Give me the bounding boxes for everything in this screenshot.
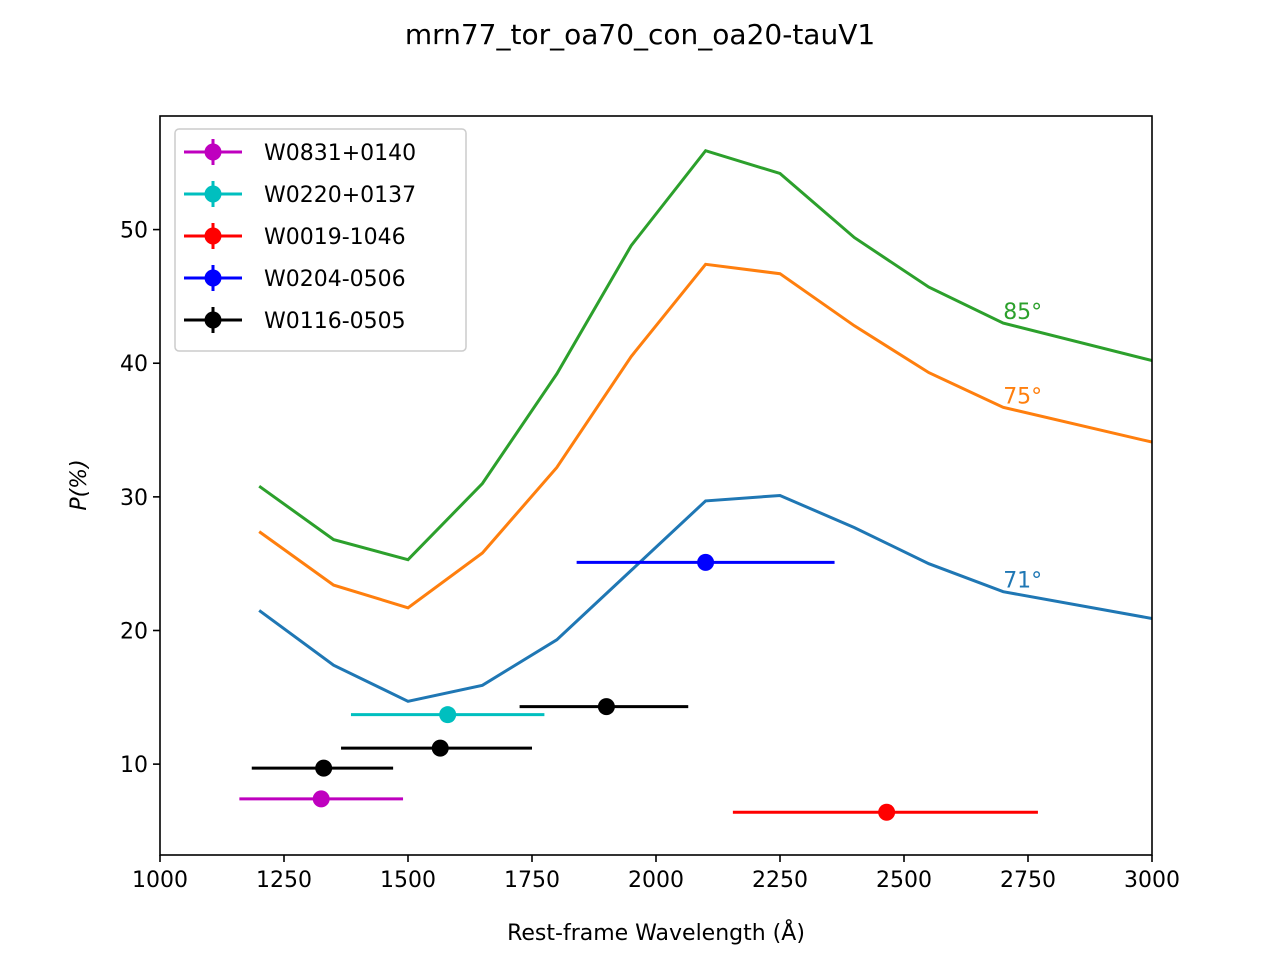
x-tick-label: 1500 [380,868,436,893]
curve-label-1: 71° [1003,569,1042,594]
legend-label-3: W0019-1046 [264,225,406,250]
x-tick-label: 1000 [132,868,188,893]
legend-label-4: W0204-0506 [264,267,406,292]
model-curve-3 [258,148,1152,562]
obs-point-5-1 [315,759,333,777]
legend-marker-5 [204,311,222,329]
y-tick-label: 30 [120,486,148,511]
legend-marker-4 [204,269,222,287]
chart-title: mrn77_tor_oa70_con_oa20-tauV1 [405,18,875,51]
legend-marker-3 [204,227,222,245]
obs-point-1-1 [312,790,330,808]
curve-labels: 71° 75° 85° [1003,300,1042,594]
model-curve-1 [258,493,1152,703]
legend-label-1: W0831+0140 [264,141,416,166]
plot-area [239,148,1152,821]
curve-label-2: 75° [1003,384,1042,409]
obs-point-2-1 [439,706,457,724]
x-axis-label: Rest-frame Wavelength (Å) [507,919,805,946]
x-tick-label: 1250 [256,868,312,893]
y-axis-label: P(%) [67,459,92,510]
y-tick-label: 20 [120,619,148,644]
y-axis-ticks: 10 20 30 40 50 [120,219,160,778]
model-curve-2 [258,262,1152,610]
legend-label-2: W0220+0137 [264,183,416,208]
x-tick-label: 1750 [504,868,560,893]
obs-point-3-1 [878,803,896,821]
x-tick-label: 2250 [752,868,808,893]
curve-label-3: 85° [1003,300,1042,325]
legend-marker-1 [204,143,222,161]
obs-point-5-2 [431,739,449,757]
legend-box [174,128,467,352]
obs-point-4-1 [697,553,715,571]
x-tick-label: 2750 [1000,868,1056,893]
y-tick-label: 10 [120,753,148,778]
x-tick-label: 3000 [1124,868,1180,893]
obs-point-5-3 [597,698,615,716]
legend-marker-2 [204,185,222,203]
legend-label-5: W0116-0505 [264,309,406,334]
x-tick-label: 2500 [876,868,932,893]
legend: W0831+0140 W0220+0137 W0019-1046 W0204-0506… [174,128,467,352]
y-tick-label: 40 [120,352,148,377]
x-axis-ticks: 1000 1250 1500 1750 2000 2250 2500 2750 3000 [132,855,1180,893]
y-tick-label: 50 [120,219,148,244]
x-tick-label: 2000 [628,868,684,893]
